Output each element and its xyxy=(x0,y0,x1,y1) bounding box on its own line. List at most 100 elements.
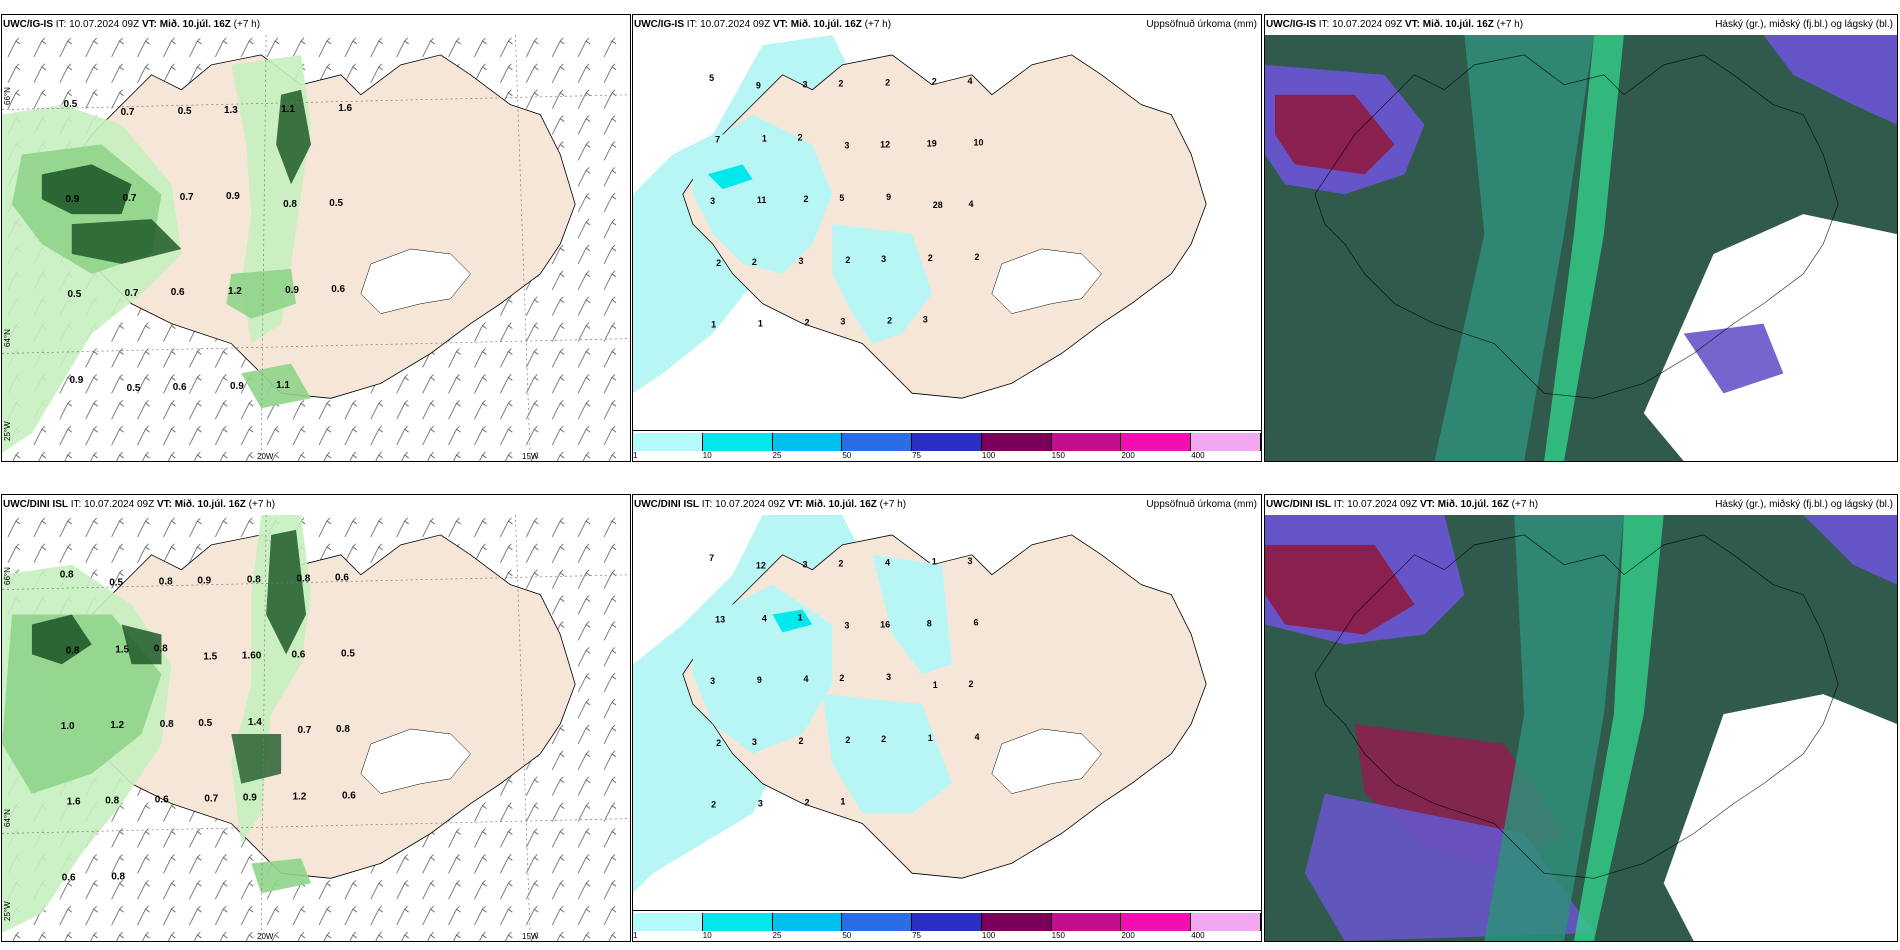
wind-panel-top[interactable]: UWC/IG-IS IT: 10.07.2024 09Z VT: Mið. 10… xyxy=(1,14,631,462)
precip-value-label: 2 xyxy=(928,253,933,263)
wind-value-label: 0.6 xyxy=(171,287,185,298)
valid-time: Mið. 10.júl. 16Z xyxy=(1422,19,1494,30)
wind-value-label: 0.8 xyxy=(247,575,261,586)
lon-label-25: 25°W xyxy=(3,901,12,921)
precip-cell-3 xyxy=(276,89,312,185)
precip-value-label: 3 xyxy=(886,672,891,682)
cloud-panel-bottom[interactable]: UWC/DINI ISL IT: 10.07.2024 09Z VT: Mið.… xyxy=(1264,494,1898,942)
wind-value-label: 0.8 xyxy=(111,871,125,882)
precip-shading-west-mid xyxy=(2,614,162,794)
wind-value-label: 1.3 xyxy=(224,105,238,116)
wind-value-label: 0.9 xyxy=(226,191,240,202)
precip-colorbar: 1 10 25 50 75 100 150 200 400 xyxy=(633,430,1261,461)
wind-value-label: 0.7 xyxy=(204,794,218,805)
precip-cell-1 xyxy=(31,614,92,665)
precip-map[interactable]: 5 9 3 2 2 2 4 7 1 2 3 12 19 10 3 11 2 5 9 28 4 2 2 3 2 3 2 2 1 1 2 3 2 3 xyxy=(633,35,1261,431)
wind-value-label: 0.8 xyxy=(60,570,74,581)
precip-panel-top[interactable]: UWC/IG-IS IT: 10.07.2024 09Z VT: Mið. 10… xyxy=(632,14,1262,462)
precip-shading-inland xyxy=(692,114,833,274)
wind-value-label: 0.9 xyxy=(197,576,211,587)
wind-value-label: 0.9 xyxy=(285,285,299,296)
precip-value-label: 2 xyxy=(805,318,810,328)
precip-value-label: 2 xyxy=(885,78,890,88)
colorbar-cell xyxy=(1191,913,1261,931)
valid-time: Mið. 10.júl. 16Z xyxy=(1437,499,1509,510)
model-name: UWC/DINI ISL xyxy=(3,499,68,510)
cloud-red-west xyxy=(1265,544,1415,635)
colorbar-tick-label: 25 xyxy=(772,931,782,940)
wind-value-label: 1.5 xyxy=(203,651,217,662)
colorbar-cell xyxy=(1051,913,1122,931)
valid-time-label: VT: xyxy=(772,19,788,30)
glacier xyxy=(991,728,1102,794)
panel-header: UWC/IG-IS IT: 10.07.2024 09Z VT: Mið. 10… xyxy=(1266,18,1893,32)
graticule-lat-64 xyxy=(2,818,630,834)
wind-value-label: 0.7 xyxy=(121,107,135,118)
precip-shading-south xyxy=(832,224,933,344)
precip-value-label: 13 xyxy=(715,614,725,624)
cloud-map[interactable] xyxy=(1265,515,1897,941)
precip-value-label: 1 xyxy=(758,319,763,329)
precip-value-label: 28 xyxy=(933,200,943,210)
precip-value-labels: 712 3 2 4 1 313 4 13 16 8 63 9 4 2 31 22 3 2 2 2 1 42 3 2 1 xyxy=(709,553,979,810)
wind-map[interactable]: 0.5 0.7 0.5 1.3 1.1 1.6 0.9 0.7 0.7 0.9 0.8 0.5 0.5 0… xyxy=(2,35,630,461)
colorbar-ticks: 1 10 25 50 75 100 150 200 400 xyxy=(633,931,1261,941)
precip-colorbar: 1 10 25 50 75 100 150 200 400 xyxy=(633,910,1261,941)
colorbar-tick-label: 400 xyxy=(1191,931,1205,940)
valid-time-label: VT: xyxy=(787,499,803,510)
precip-value-label: 3 xyxy=(844,140,849,150)
colorbar-cells xyxy=(633,433,1261,451)
wind-value-labels: 0.8 0.5 0.8 0.9 0.8 0.8 0.6 0.8 1.5 0.8 1.5 1.60 0.6… xyxy=(60,570,357,884)
cloud-map[interactable] xyxy=(1265,35,1897,461)
precip-cell xyxy=(707,164,753,190)
lead-time: (+7 h) xyxy=(1496,19,1524,30)
precip-value-label: 2 xyxy=(845,735,850,745)
panel-header: UWC/DINI ISL IT: 10.07.2024 09Z VT: Mið.… xyxy=(3,498,626,512)
lead-time: (+7 h) xyxy=(248,499,276,510)
precip-value-label: 2 xyxy=(887,316,892,326)
glacier xyxy=(360,248,471,314)
precip-cell-1 xyxy=(41,164,132,215)
cloud-title: Háský (gr.), miðský (fj.bl.) og lágský (… xyxy=(1715,499,1893,510)
graticule-lon-15 xyxy=(515,515,531,941)
iceland-land xyxy=(682,54,1207,399)
precip-map-svg: 59 3 2 2 2 47 1 23 12 19 103 11 2 5 928 42 2 3 2 3 2 21 1 2 3 2 3 xyxy=(633,35,1207,399)
wind-value-label: 1.1 xyxy=(276,380,290,391)
cloud-red-west xyxy=(1274,94,1395,175)
wind-value-label: 0.6 xyxy=(62,872,76,883)
wind-panel-bottom[interactable]: UWC/DINI ISL IT: 10.07.2024 09Z VT: Mið.… xyxy=(1,494,631,942)
wind-value-label: 0.7 xyxy=(180,192,194,203)
init-time: IT: 10.07.2024 09Z xyxy=(701,499,786,510)
panel-header: UWC/IG-IS IT: 10.07.2024 09Z VT: Mið. 10… xyxy=(3,18,626,32)
valid-time-label: VT: xyxy=(156,499,172,510)
precip-cell-4 xyxy=(231,733,282,784)
colorbar-cell xyxy=(772,433,843,451)
wind-map[interactable]: 0.8 0.5 0.8 0.9 0.8 0.8 0.6 0.8 1.5 0.8 1.5 1.60 0.6… xyxy=(2,515,630,941)
colorbar-cell xyxy=(981,913,1052,931)
colorbar-cell xyxy=(1121,913,1192,931)
precip-value-label: 4 xyxy=(968,76,973,86)
precip-cell-2 xyxy=(121,624,162,665)
precip-cell-5 xyxy=(241,363,312,409)
precip-value-label: 10 xyxy=(974,137,984,147)
precip-value-label: 9 xyxy=(756,81,761,91)
wind-value-label: 0.5 xyxy=(178,106,192,117)
lon-label-15: 15W xyxy=(522,932,539,941)
precip-cell-2 xyxy=(71,219,182,264)
colorbar-tick-label: 1 xyxy=(633,451,638,460)
precip-value-label: 1 xyxy=(933,680,938,690)
cloud-map-svg xyxy=(1265,35,1897,461)
wind-value-label: 1.6 xyxy=(67,797,81,808)
precip-panel-bottom[interactable]: UWC/DINI ISL IT: 10.07.2024 09Z VT: Mið.… xyxy=(632,494,1262,942)
graticule-lat-66 xyxy=(2,574,630,590)
precip-map[interactable]: 7 12 3 2 4 1 3 13 4 1 3 16 8 6 3 9 4 2 3 1 2 2 3 2 2 2 1 4 2 3 2 1 xyxy=(633,515,1261,911)
wind-value-label: 0.6 xyxy=(342,791,356,802)
wind-value-label: 0.6 xyxy=(291,649,305,660)
lon-label-15: 15W xyxy=(522,452,539,461)
cloud-panel-top[interactable]: UWC/IG-IS IT: 10.07.2024 09Z VT: Mið. 10… xyxy=(1264,14,1898,462)
wind-value-label: 0.7 xyxy=(123,193,137,204)
valid-time: Mið. 10.júl. 16Z xyxy=(159,19,231,30)
init-time: IT: 10.07.2024 09Z xyxy=(70,499,155,510)
precip-shading-north xyxy=(872,554,952,675)
precip-value-label: 2 xyxy=(805,798,810,808)
